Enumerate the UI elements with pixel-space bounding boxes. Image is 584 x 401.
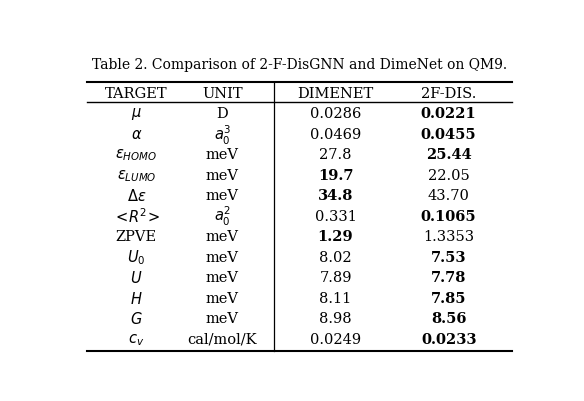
- Text: meV: meV: [206, 312, 239, 326]
- Text: 8.98: 8.98: [319, 312, 352, 326]
- Text: 7.78: 7.78: [431, 271, 467, 285]
- Text: 0.0455: 0.0455: [421, 128, 477, 142]
- Text: TARGET: TARGET: [105, 87, 168, 101]
- Text: $U_0$: $U_0$: [127, 248, 145, 267]
- Text: meV: meV: [206, 189, 239, 203]
- Text: meV: meV: [206, 230, 239, 244]
- Text: 7.53: 7.53: [431, 250, 467, 264]
- Text: 27.8: 27.8: [319, 148, 352, 162]
- Text: $a_0^2$: $a_0^2$: [214, 205, 231, 228]
- Text: $\epsilon_{HOMO}$: $\epsilon_{HOMO}$: [115, 147, 158, 163]
- Text: DIMENET: DIMENET: [297, 87, 374, 101]
- Text: 0.1065: 0.1065: [421, 209, 477, 223]
- Text: 8.11: 8.11: [319, 291, 352, 305]
- Text: 2F-DIS.: 2F-DIS.: [421, 87, 477, 101]
- Text: 8.02: 8.02: [319, 250, 352, 264]
- Text: $\Delta\epsilon$: $\Delta\epsilon$: [127, 188, 146, 204]
- Text: $<\!R^2\!>$: $<\!R^2\!>$: [113, 207, 160, 226]
- Text: meV: meV: [206, 148, 239, 162]
- Text: 34.8: 34.8: [318, 189, 353, 203]
- Text: 19.7: 19.7: [318, 168, 353, 182]
- Text: 43.70: 43.70: [427, 189, 470, 203]
- Text: Table 2. Comparison of 2-F-DisGNN and DimeNet on QM9.: Table 2. Comparison of 2-F-DisGNN and Di…: [92, 57, 507, 71]
- Text: 0.0233: 0.0233: [421, 332, 477, 346]
- Text: D: D: [217, 107, 228, 121]
- Text: ZPVE: ZPVE: [116, 230, 157, 244]
- Text: meV: meV: [206, 271, 239, 285]
- Text: $\epsilon_{LUMO}$: $\epsilon_{LUMO}$: [117, 168, 156, 183]
- Text: 0.0249: 0.0249: [310, 332, 361, 346]
- Text: 0.331: 0.331: [315, 209, 356, 223]
- Text: meV: meV: [206, 291, 239, 305]
- Text: 0.0286: 0.0286: [310, 107, 361, 121]
- Text: $H$: $H$: [130, 290, 142, 306]
- Text: $\alpha$: $\alpha$: [131, 128, 142, 142]
- Text: cal/mol/K: cal/mol/K: [187, 332, 257, 346]
- Text: 0.0221: 0.0221: [421, 107, 477, 121]
- Text: 22.05: 22.05: [428, 168, 470, 182]
- Text: 1.3353: 1.3353: [423, 230, 474, 244]
- Text: $\mu$: $\mu$: [131, 106, 142, 122]
- Text: 7.89: 7.89: [319, 271, 352, 285]
- Text: 7.85: 7.85: [431, 291, 467, 305]
- Text: $G$: $G$: [130, 310, 142, 326]
- Text: $a_0^3$: $a_0^3$: [214, 123, 231, 146]
- Text: 0.0469: 0.0469: [310, 128, 361, 142]
- Text: 8.56: 8.56: [431, 312, 467, 326]
- Text: 1.29: 1.29: [318, 230, 353, 244]
- Text: $c_v$: $c_v$: [128, 331, 144, 347]
- Text: meV: meV: [206, 250, 239, 264]
- Text: meV: meV: [206, 168, 239, 182]
- Text: 25.44: 25.44: [426, 148, 471, 162]
- Text: $U$: $U$: [130, 269, 142, 286]
- Text: UNIT: UNIT: [202, 87, 243, 101]
